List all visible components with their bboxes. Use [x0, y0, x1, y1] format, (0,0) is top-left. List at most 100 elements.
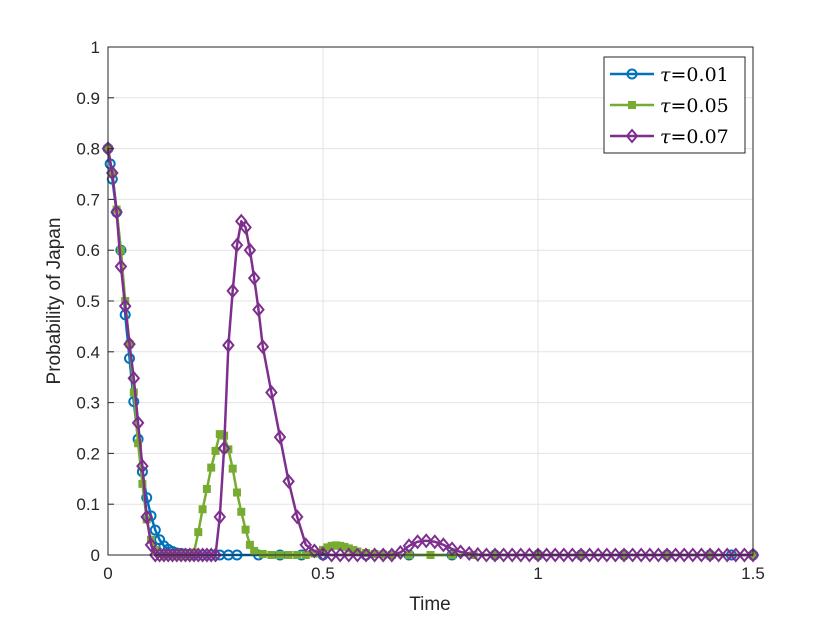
series-3-point [652, 547, 665, 563]
series-3-point [497, 547, 510, 563]
series-3-point [488, 547, 502, 563]
y-tick-label: 0.3 [76, 394, 100, 413]
series-3-point [265, 384, 278, 401]
y-tick-label: 0.8 [76, 140, 100, 159]
series-3-point [144, 537, 158, 553]
y-tick-label: 0.5 [76, 292, 100, 311]
series-3-point [325, 547, 338, 563]
series-3-point [480, 547, 493, 563]
series-3-point [243, 242, 257, 258]
series-3-point [166, 547, 179, 563]
series-3-point [174, 547, 188, 563]
series-2-point [194, 528, 203, 537]
y-tick-label: 0.2 [76, 444, 100, 463]
series-3-point [148, 547, 162, 563]
series-3-point [342, 547, 356, 563]
legend: τ=0.01 τ=0.05 τ=0.07 [603, 56, 746, 154]
series-3-point [583, 547, 596, 563]
legend-tau-value: =0.01 [671, 64, 729, 86]
series-3-point [114, 258, 128, 275]
series-3-point [222, 337, 235, 353]
series-3-point [437, 537, 450, 553]
series-3-point [118, 298, 132, 314]
series-2-point [233, 488, 241, 497]
series-3-point [566, 547, 579, 563]
y-tick-label: 0.1 [76, 495, 100, 514]
series-3-point [660, 547, 674, 563]
series-3-point [105, 165, 119, 181]
series-3-point [600, 547, 614, 563]
series-3-point [643, 547, 657, 563]
y-tick-label: 0 [91, 546, 100, 565]
series-3-point [273, 429, 287, 445]
series-2-point [198, 505, 207, 514]
series-3-point [428, 534, 442, 550]
series-3-point [540, 547, 553, 563]
series-3-point [157, 547, 171, 563]
series-3-point [161, 547, 175, 563]
series-3-point [686, 547, 700, 563]
series-3-point [471, 546, 485, 563]
legend-tau-value: =0.05 [671, 95, 729, 117]
series-3-point [170, 547, 184, 563]
series-2-point [207, 463, 216, 472]
y-tick-label: 1 [91, 38, 100, 57]
series-3-point [252, 302, 265, 318]
series-3-point [123, 336, 136, 352]
y-axis-label: Probability of Japan [44, 218, 65, 385]
series-3-point [591, 547, 605, 563]
series-3-point [746, 547, 760, 563]
series-3-point [196, 547, 209, 563]
series-3-point [376, 547, 390, 563]
series-3-point [712, 547, 725, 563]
x-tick-label: 0 [103, 564, 112, 583]
series-3-point [230, 237, 244, 253]
series-3-point [213, 509, 227, 525]
series-3-point [720, 547, 734, 563]
series-3-point [454, 544, 467, 560]
series-3-point [505, 547, 519, 563]
series-3-point [226, 283, 240, 299]
series-3-point [351, 547, 364, 563]
legend-label-3: τ=0.07 [660, 126, 729, 148]
series-2-point [241, 525, 250, 534]
axis-ticks: 0 0.1 0.2 0.3 0.4 0.5 0.6 0.7 0.8 0.9 1 0 0.5 1 1.5 [76, 38, 764, 583]
series-3-point [308, 543, 321, 559]
grid-lines [108, 47, 753, 555]
series-3-point [677, 547, 691, 563]
x-axis-label: Time [409, 594, 451, 615]
y-tick-label: 0.4 [76, 343, 100, 362]
series-3-point [191, 547, 205, 563]
legend-label-2: τ=0.05 [660, 95, 729, 117]
series-3-point [703, 547, 717, 563]
series-3-point [187, 547, 201, 563]
legend-marker-1 [626, 68, 638, 80]
legend-tau-value: =0.07 [671, 126, 729, 148]
series-2-point [237, 507, 246, 516]
series-1-point [149, 524, 161, 536]
series-3-point [316, 546, 330, 562]
series-3-point [204, 547, 218, 563]
series-3-point [239, 219, 252, 235]
legend-marker-3 [625, 128, 639, 144]
series-3-point [183, 547, 197, 563]
y-tick-label: 0.7 [76, 190, 100, 209]
series-3-point [634, 547, 648, 563]
series-3-point [256, 339, 270, 355]
series-3-point [110, 204, 123, 220]
series-3-point [282, 473, 295, 489]
series-3-point [217, 440, 231, 456]
legend-marker-2 [628, 101, 636, 109]
series-3-point [617, 547, 631, 563]
series-3-point [695, 547, 708, 563]
series-2-point [258, 549, 267, 558]
series-3-point [609, 547, 622, 563]
series-3-point [514, 547, 528, 563]
series-3-point [290, 509, 304, 525]
series-3-point [394, 544, 407, 561]
series-3-point [359, 547, 373, 563]
x-tick-label: 1.5 [741, 564, 765, 583]
legend-tau-symbol: τ [660, 95, 671, 117]
